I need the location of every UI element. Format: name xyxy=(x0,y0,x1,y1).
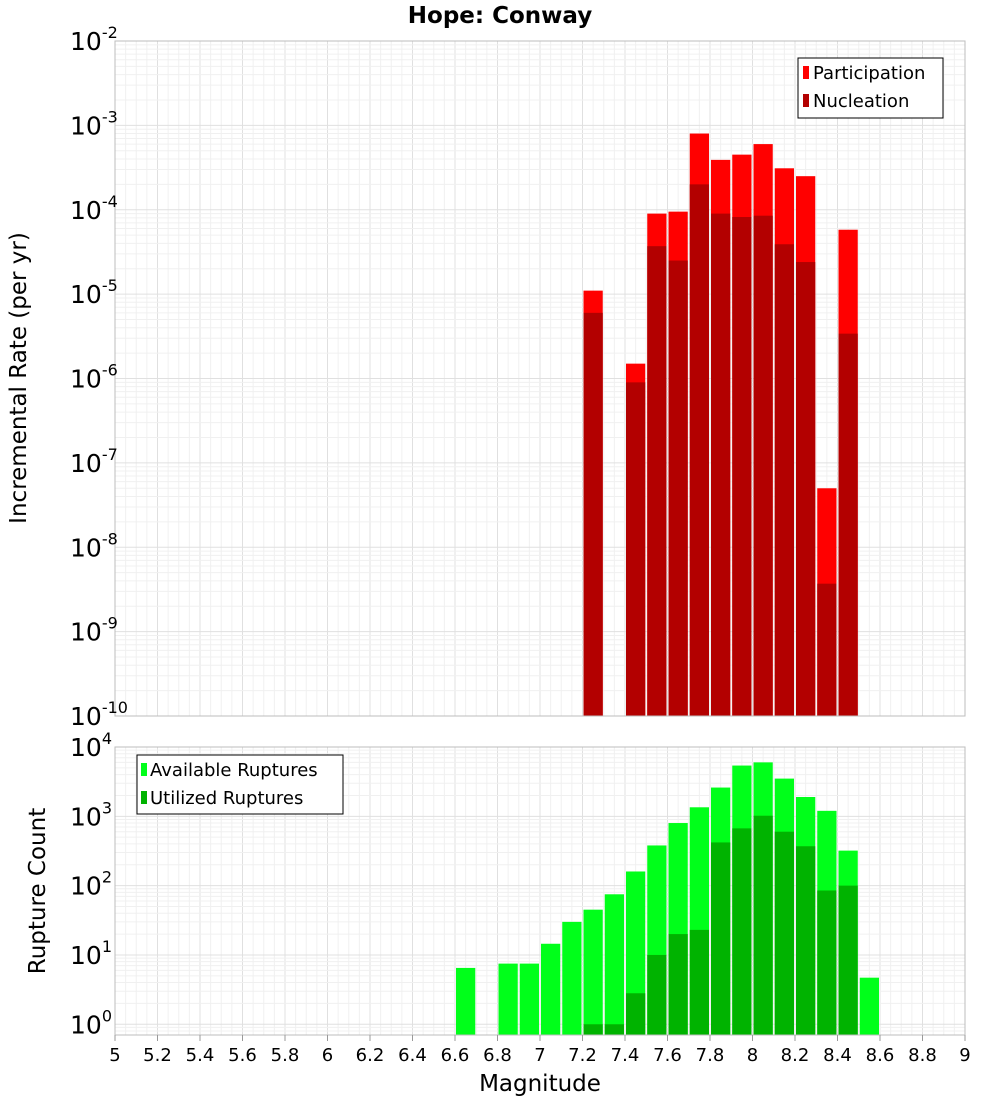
count-bar-utilized-ruptures xyxy=(732,828,752,1035)
count-bar-available-ruptures xyxy=(859,977,879,1035)
x-tick-label: 8 xyxy=(747,1045,758,1066)
count-bar-utilized-ruptures xyxy=(753,815,773,1035)
top-y-tick-label: 10-8 xyxy=(70,529,118,562)
top-legend: Participation Nucleation xyxy=(797,57,944,119)
count-bar-utilized-ruptures xyxy=(796,846,816,1035)
bottom-y-tick-label: 102 xyxy=(70,868,112,901)
count-bar-utilized-ruptures xyxy=(604,1024,624,1035)
count-bar-utilized-ruptures xyxy=(626,993,646,1035)
x-tick-label: 8.4 xyxy=(823,1045,852,1066)
rate-bar-nucleation xyxy=(753,215,773,717)
count-bar-available-ruptures xyxy=(583,909,603,1035)
top-y-ticks: 10-10 10-9 10-8 10-7 10-6 10-5 10-4 10-3 10-2 xyxy=(70,23,128,731)
x-tick-label: 6.6 xyxy=(441,1045,470,1066)
bottom-y-ticks: 100 101 102 103 104 xyxy=(70,729,112,1039)
legend-label-available-ruptures: Available Ruptures xyxy=(150,760,318,781)
count-bar-utilized-ruptures xyxy=(774,831,794,1035)
rate-bar-nucleation xyxy=(817,583,837,716)
legend-label-participation: Participation xyxy=(813,63,925,84)
x-tick-label: 6.4 xyxy=(398,1045,427,1066)
rate-bar-nucleation xyxy=(732,217,752,716)
top-y-tick-label: 10-5 xyxy=(70,276,118,309)
rate-bar-nucleation xyxy=(647,246,667,716)
x-tick-label: 7.8 xyxy=(696,1045,725,1066)
bottom-y-tick-label: 104 xyxy=(70,729,112,762)
legend-label-utilized-ruptures: Utilized Ruptures xyxy=(150,788,303,809)
chart-title: Hope: Conway xyxy=(408,3,592,29)
count-bar-utilized-ruptures xyxy=(711,842,731,1035)
x-tick-label: 8.8 xyxy=(908,1045,937,1066)
legend-swatch-available-ruptures xyxy=(141,763,147,776)
rate-bar-nucleation xyxy=(774,244,794,717)
bottom-y-axis-label: Rupture Count xyxy=(25,808,51,974)
top-y-tick-label: 10-10 xyxy=(70,698,128,731)
x-tick-label: 5.4 xyxy=(186,1045,215,1066)
x-tick-label: 5.8 xyxy=(271,1045,300,1066)
legend-label-nucleation: Nucleation xyxy=(813,91,909,112)
count-bar-available-ruptures xyxy=(519,963,539,1035)
legend-swatch-participation xyxy=(803,66,809,79)
legend-swatch-utilized-ruptures xyxy=(141,791,147,804)
count-bar-available-ruptures xyxy=(604,894,624,1035)
rate-bar-nucleation xyxy=(711,213,731,717)
x-tick-label: 7.6 xyxy=(653,1045,682,1066)
rate-bar-nucleation xyxy=(668,260,688,716)
count-bar-available-ruptures xyxy=(562,921,582,1035)
top-plot-frame xyxy=(114,40,966,717)
top-legend-box xyxy=(797,57,944,119)
legend-swatch-nucleation xyxy=(803,94,809,107)
count-bar-utilized-ruptures xyxy=(647,954,667,1035)
count-bar-utilized-ruptures xyxy=(817,890,837,1035)
top-y-tick-label: 10-3 xyxy=(70,107,118,140)
top-y-axis-label: Incremental Rate (per yr) xyxy=(6,232,32,524)
bottom-legend-box xyxy=(136,754,344,815)
x-tick-label: 5.6 xyxy=(228,1045,257,1066)
bottom-y-tick-label: 101 xyxy=(70,937,112,970)
rate-bar-nucleation xyxy=(626,382,646,716)
top-y-tick-label: 10-6 xyxy=(70,361,118,394)
rate-bar-nucleation xyxy=(796,262,816,716)
rate-bar-nucleation xyxy=(583,312,603,716)
x-tick-label: 9 xyxy=(959,1045,970,1066)
top-plot-grid xyxy=(114,40,966,717)
top-y-tick-label: 10-7 xyxy=(70,445,118,478)
x-tick-label: 6 xyxy=(322,1045,333,1066)
top-y-tick-label: 10-2 xyxy=(70,23,118,56)
count-bar-available-ruptures xyxy=(456,967,476,1035)
count-bar-utilized-ruptures xyxy=(689,929,709,1035)
rate-bar-nucleation xyxy=(838,333,858,716)
bottom-y-tick-label: 103 xyxy=(70,798,112,831)
top-plot-bars xyxy=(583,133,858,717)
x-tick-label: 6.2 xyxy=(356,1045,385,1066)
x-tick-label: 8.2 xyxy=(781,1045,810,1066)
x-axis-label: Magnitude xyxy=(479,1071,601,1097)
x-tick-label: 7.2 xyxy=(568,1045,597,1066)
x-tick-label: 5.2 xyxy=(143,1045,172,1066)
count-bar-utilized-ruptures xyxy=(838,885,858,1035)
x-tick-label: 7 xyxy=(534,1045,545,1066)
count-bar-available-ruptures xyxy=(541,943,561,1035)
rate-bar-nucleation xyxy=(689,184,709,717)
x-tick-label: 7.4 xyxy=(611,1045,640,1066)
bottom-plot-bars xyxy=(456,762,879,1035)
top-y-tick-label: 10-4 xyxy=(70,192,118,225)
count-bar-utilized-ruptures xyxy=(583,1024,603,1035)
bottom-x-ticks: 5 5.2 5.4 5.6 5.8 6 6.2 6.4 6.6 6.8 7 7.2 7.4 7.6 7.8 8… xyxy=(109,1035,971,1066)
x-tick-label: 5 xyxy=(109,1045,120,1066)
count-bar-utilized-ruptures xyxy=(668,934,688,1035)
bottom-y-tick-label: 100 xyxy=(70,1006,112,1039)
bottom-legend: Available Ruptures Utilized Ruptures xyxy=(136,754,344,815)
top-y-tick-label: 10-9 xyxy=(70,614,118,647)
count-bar-available-ruptures xyxy=(498,963,518,1035)
x-tick-label: 8.6 xyxy=(866,1045,895,1066)
x-tick-label: 6.8 xyxy=(483,1045,512,1066)
